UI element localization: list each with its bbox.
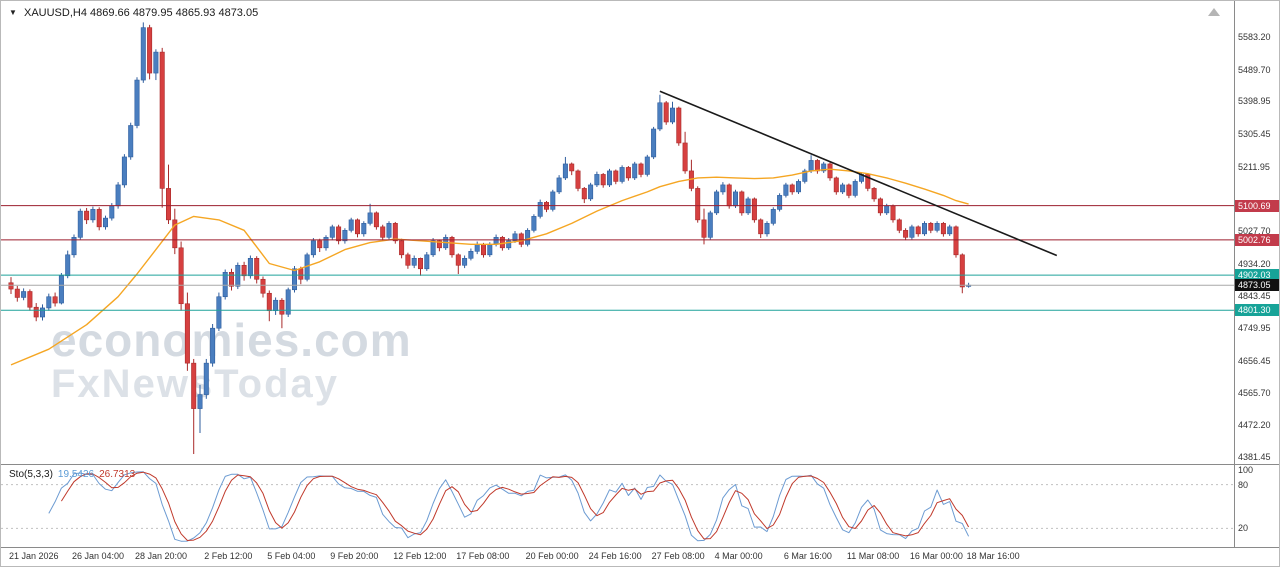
time-axis-label: 20 Feb 00:00 [525,551,579,561]
stochastic-pane[interactable]: Sto(5,3,3) 19.5426 26.7313 [1,466,1234,547]
symbol-ohlc-readout: XAUUSD,H4 4869.66 4879.95 4865.93 4873.0… [23,7,259,19]
price-chart-pane[interactable]: economies.com FxNewsToday ▼ XAUUSD,H4 48… [1,1,1234,464]
stochastic-signal-line [60,471,970,541]
stochastic-d-value: 26.7313 [99,469,136,480]
price-axis-label: 4565.70 [1238,387,1271,398]
stochastic-name: Sto(5,3,3) [9,469,53,480]
descending-trendline[interactable] [659,90,1058,257]
stochastic-main-line [48,471,970,542]
price-chart-canvas[interactable] [1,1,1234,464]
time-axis-label: 4 Mar 00:00 [714,551,763,561]
time-axis-label: 6 Mar 16:00 [783,551,832,561]
time-axis-label: 28 Jan 20:00 [135,551,188,561]
time-axis-label: 27 Feb 08:00 [651,551,705,561]
price-axis-separator [1234,1,1235,547]
time-axis-label: 5 Feb 04:00 [267,551,316,561]
time-axis-label: 16 Mar 00:00 [909,551,963,561]
support-price-tag-4902.03: 4902.03 [1235,269,1279,282]
stochastic-label: Sto(5,3,3) 19.5426 26.7313 [9,469,135,480]
stochastic-axis-label: 20 [1238,523,1249,534]
time-axis-label: 12 Feb 12:00 [393,551,447,561]
symbol-dropdown-triangle-icon[interactable]: ▼ [9,8,17,17]
price-axis-label: 4656.45 [1238,355,1271,366]
price-axis-label: 5398.95 [1238,96,1271,107]
time-axis-label: 17 Feb 08:00 [456,551,510,561]
time-axis-label: 18 Mar 16:00 [966,551,1020,561]
time-axis-label: 26 Jan 04:00 [72,551,125,561]
support-price-tag-4801.30: 4801.30 [1235,304,1279,317]
stochastic-axis-label: 100 [1238,465,1254,475]
stochastic-k-value: 19.5426 [57,469,95,480]
current-price-tag: 4873.05 [1235,279,1279,292]
price-axis-label: 5489.70 [1238,64,1271,75]
price-axis-label: 4843.45 [1238,290,1271,301]
price-axis-label: 5583.20 [1238,32,1271,42]
price-axis-label: 4472.20 [1238,420,1271,431]
price-axis-label: 5211.95 [1238,161,1270,172]
pane-splitter-top[interactable] [1,464,1279,465]
time-axis-label: 24 Feb 16:00 [588,551,642,561]
resistance-price-tag-5100.69: 5100.69 [1235,199,1279,212]
price-axis-label: 5027.70 [1238,226,1271,237]
moving-average-line[interactable] [10,168,969,366]
candles-layer [8,22,972,455]
price-axis-label: 5305.45 [1238,129,1271,140]
chart-header: ▼ XAUUSD,H4 4869.66 4879.95 4865.93 4873… [9,7,258,19]
chart-scroll-marker-icon[interactable] [1208,8,1220,16]
resistance-price-tag-5002.76: 5002.76 [1235,233,1279,246]
pane-splitter-bottom[interactable] [1,547,1279,548]
time-axis-label: 9 Feb 20:00 [330,551,379,561]
time-axis-label: 11 Mar 08:00 [846,551,900,561]
stochastic-axis-label: 80 [1238,479,1249,490]
price-axis-label: 4749.95 [1238,323,1271,334]
stochastic-canvas[interactable] [1,466,1234,547]
price-axis-label: 4381.45 [1238,452,1271,462]
price-axis-label: 4934.20 [1238,258,1271,269]
time-axis[interactable]: 21 Jan 2026 26 Jan 04:00 28 Jan 20:00 2 Feb… [1,548,1279,566]
time-axis-label: 21 Jan 2026 [9,551,59,561]
time-axis-label: 2 Feb 12:00 [204,551,253,561]
